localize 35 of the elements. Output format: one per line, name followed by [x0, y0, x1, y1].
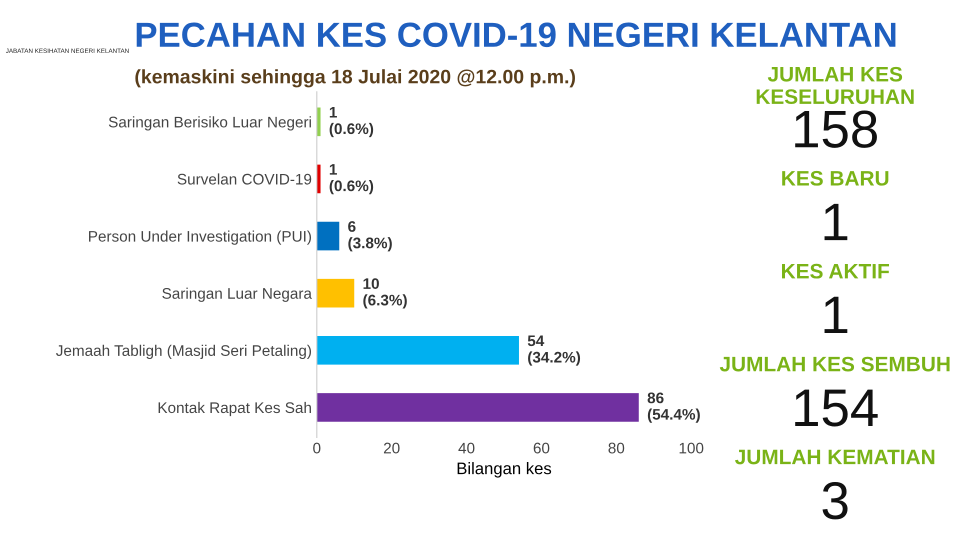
y-tick-label: Kontak Rapat Kes Sah [158, 402, 311, 416]
text: 1 [824, 204, 848, 240]
data-label: 6 (3.8%) [348, 221, 392, 252]
x-tick-label: 20 [384, 442, 400, 454]
chart-title: PECAHAN KES COVID-19 NEGERI KELANTAN [136, 22, 896, 48]
y-tick-label: Jemaah Tabligh (Masjid Seri Petaling) [56, 344, 312, 359]
x-tick-label: 40 [458, 442, 474, 454]
x-tick-label: 80 [608, 442, 624, 454]
bar [316, 278, 354, 308]
x-tick-label: 60 [534, 442, 550, 454]
data-label: 54 (34.2%) [528, 336, 580, 366]
text: JUMLAH KEMATIAN [735, 450, 934, 464]
text: 3 [822, 482, 848, 520]
x-tick-label: 100 [680, 442, 704, 454]
bar [316, 336, 519, 365]
data-label: 86 (54.4%) [648, 392, 700, 423]
chart-subtitle: (kemaskini sehingga 18 Julai 2020 @12.00 p.m.) [135, 69, 575, 88]
text: KES BARU [782, 170, 888, 186]
data-label: 1 (0.6%) [330, 164, 374, 194]
text: JUMLAH KES KESELURUHAN [756, 66, 914, 104]
y-tick-label: Saringan Berisiko Luar Negeri [108, 116, 311, 130]
y-tick-label: Saringan Luar Negara [162, 288, 312, 302]
y-tick-label: Person Under Investigation (PUI) [89, 230, 312, 245]
y-tick-label: Survelan COVID-19 [178, 173, 312, 185]
x-axis-title: Bilangan kes [458, 462, 552, 478]
text: 158 [795, 110, 877, 148]
x-tick-label: 0 [313, 442, 320, 454]
bar [316, 393, 639, 422]
text: 1 [824, 296, 848, 334]
data-label: 10 (6.3%) [363, 278, 407, 309]
bar [316, 222, 340, 250]
text: 154 [795, 390, 878, 426]
text: KES AKTIF [782, 264, 890, 279]
data-label: 1 (0.6%) [330, 107, 374, 138]
text: JUMLAH KES SEMBUH [720, 356, 950, 372]
